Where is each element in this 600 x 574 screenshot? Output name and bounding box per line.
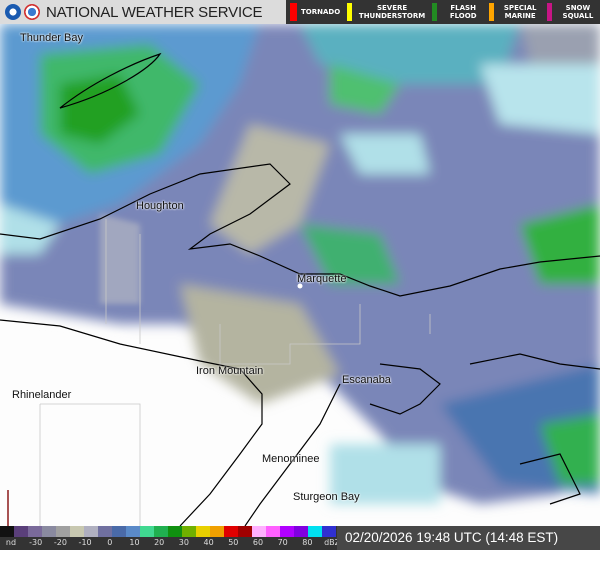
city-label: Rhinelander — [12, 389, 72, 401]
legend-color — [182, 526, 196, 537]
legend-color — [280, 526, 294, 537]
legend-tick: 40 — [203, 538, 214, 547]
legend-color — [98, 526, 112, 537]
reflectivity-color-scale — [0, 526, 337, 537]
noaa-logo — [5, 4, 21, 20]
warning-label: SNOW SQUALL — [562, 4, 594, 20]
legend-tick: -10 — [78, 538, 92, 547]
legend-tick: 10 — [129, 538, 140, 547]
legend-color — [252, 526, 266, 537]
page-title: NATIONAL WEATHER SERVICE — [46, 3, 263, 21]
legend-tick: 50 — [228, 538, 239, 547]
legend-color — [322, 526, 336, 537]
legend-tick: nd — [5, 538, 17, 547]
legend-color — [196, 526, 210, 537]
warning-label: FLASH FLOOD — [449, 4, 477, 20]
legend-tick: 20 — [154, 538, 165, 547]
warning-item: SEVERE THUNDERSTORM — [347, 3, 427, 21]
legend-color — [140, 526, 154, 537]
legend-color — [14, 526, 28, 537]
legend-color — [28, 526, 42, 537]
legend-color — [294, 526, 308, 537]
reflectivity-legend: nd -30 -20 -10 0 10 20 30 40 50 60 70 80 dBZ — [0, 526, 341, 550]
warning-swatch — [546, 3, 552, 21]
timestamp: 02/20/2026 19:48 UTC (14:48 EST) KMOT — [337, 526, 600, 569]
city-label: Escanaba — [342, 374, 391, 386]
warning-swatch — [489, 3, 494, 21]
legend-tick: 80 — [302, 538, 313, 547]
warning-item: FLASH FLOOD — [431, 3, 485, 21]
brand: NATIONAL WEATHER SERVICE — [0, 0, 286, 24]
city-label: Marquette — [297, 273, 347, 285]
city-label: Menominee — [262, 453, 320, 465]
legend-color — [210, 526, 224, 537]
legend-color — [70, 526, 84, 537]
warning-label: TORNADO — [301, 8, 341, 16]
city-label: Iron Mountain — [196, 365, 264, 377]
legend-tick: 70 — [277, 538, 288, 547]
legend-tick: -20 — [53, 538, 67, 547]
warning-swatch — [347, 3, 353, 21]
warning-label: SEVERE THUNDERSTORM — [358, 4, 426, 20]
legend-color — [112, 526, 126, 537]
legend-color — [238, 526, 252, 537]
legend-color — [42, 526, 56, 537]
warning-item: TORNADO — [290, 3, 343, 21]
warning-swatch — [431, 3, 438, 21]
legend-color — [0, 526, 14, 537]
warning-legend: TORNADO SEVERE THUNDERSTORM FLASH FLOOD SPE… — [286, 0, 600, 24]
radar-image — [0, 24, 600, 527]
warning-swatch — [290, 3, 297, 21]
legend-color — [266, 526, 280, 537]
city-label: Thunder Bay — [20, 32, 83, 44]
warning-item: SNOW SQUALL — [546, 3, 600, 21]
legend-color — [56, 526, 70, 537]
legend-tick: 0 — [107, 538, 113, 547]
nws-logo — [24, 4, 40, 20]
radar-map[interactable]: Thunder Bay Houghton Marquette Iron Mountai… — [0, 24, 600, 527]
legend-tick: 30 — [178, 538, 189, 547]
header: NATIONAL WEATHER SERVICE TORNADO SEVERE T… — [0, 0, 600, 24]
legend-color — [154, 526, 168, 537]
city-label: Houghton — [136, 200, 184, 212]
legend-color — [168, 526, 182, 537]
legend-color — [126, 526, 140, 537]
warning-label: SPECIAL MARINE — [503, 4, 537, 20]
legend-color — [84, 526, 98, 537]
legend-tick: -30 — [29, 538, 43, 547]
city-label: Sturgeon Bay — [293, 491, 360, 503]
warning-item: SPECIAL MARINE — [489, 3, 542, 21]
legend-tick: 60 — [252, 538, 264, 547]
legend-color — [308, 526, 322, 537]
legend-tick: dBZ — [324, 538, 341, 547]
legend-color — [224, 526, 238, 537]
